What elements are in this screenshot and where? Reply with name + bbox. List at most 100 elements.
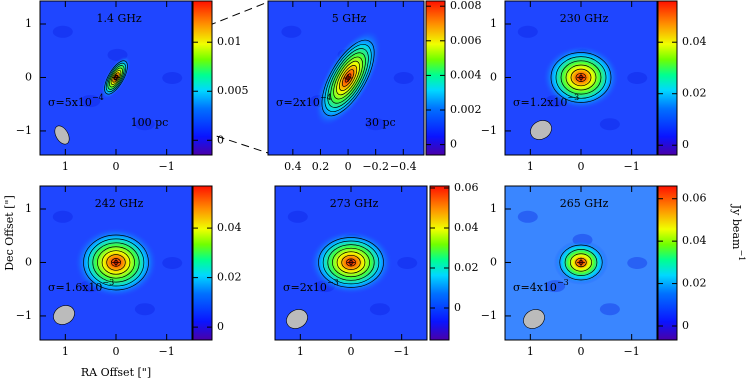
- background-blob: [397, 257, 418, 269]
- sigma-text: σ=1.6x10: [48, 281, 102, 294]
- background-blob: [369, 303, 390, 316]
- contour: [336, 60, 361, 96]
- background-blob: [162, 72, 183, 84]
- contour: [327, 48, 369, 108]
- x-tick-label: 0: [113, 345, 120, 358]
- contour: [336, 251, 366, 274]
- colorbar-tick-label: 0.02: [682, 277, 707, 290]
- contour: [565, 64, 597, 91]
- sigma-text: σ=1.2x10: [513, 96, 567, 109]
- background-blob: [134, 303, 155, 316]
- background-blob: [393, 72, 414, 84]
- x-tick-label: −1: [159, 345, 175, 358]
- x-tick-label: −0.4: [390, 160, 417, 173]
- contour: [101, 250, 131, 275]
- y-tick-label: −1: [16, 309, 32, 322]
- y-tick-label: 0: [25, 70, 32, 83]
- colorbar-tick-label: 0.008: [450, 0, 482, 12]
- background-blob: [52, 210, 73, 223]
- sigma-exponent: −3: [102, 278, 114, 287]
- y-tick-label: 0: [25, 255, 32, 268]
- background-blob: [545, 280, 566, 293]
- contour: [83, 234, 149, 291]
- contour: [318, 237, 384, 288]
- background-blob: [287, 210, 308, 223]
- colorbar: [425, 0, 446, 156]
- colorbar-tick-label: 0.06: [454, 181, 479, 194]
- sigma-label: σ=5x10−4: [48, 93, 104, 109]
- background-blob: [134, 118, 155, 131]
- contour: [87, 238, 145, 287]
- background-blob: [80, 95, 101, 108]
- beam: [54, 125, 70, 145]
- contour: [333, 56, 363, 100]
- panel: 230 GHz σ=1.2x10−3 1 0 −1 −1 0 1 0 0.02 0.04: [481, 0, 707, 173]
- colorbar-label-exponent: −1: [737, 249, 746, 261]
- colorbar-label: Jy beam−1: [730, 204, 746, 261]
- beam: [53, 305, 75, 325]
- x-tick-label: 0: [345, 160, 352, 173]
- x-tick-label: 1: [297, 345, 304, 358]
- x-tick-label: −1: [159, 160, 175, 173]
- contour: [550, 52, 612, 103]
- panel: 273 GHz σ=2x10−3 1 0 −1 0 0.02 0.04 0.06: [274, 181, 479, 358]
- panel-title: 1.4 GHz: [96, 12, 141, 25]
- contour: [110, 69, 122, 85]
- background-blob: [599, 303, 620, 316]
- colorbar: [429, 185, 450, 341]
- contour: [341, 254, 361, 270]
- colorbar: [192, 185, 213, 341]
- x-tick-label: 1: [527, 345, 534, 358]
- colorbar-tick-label: 0: [682, 138, 689, 151]
- background-blob: [281, 25, 302, 38]
- contour: [109, 67, 123, 88]
- sigma-text: σ=2x10: [276, 96, 320, 109]
- contour: [92, 242, 140, 283]
- x-tick-label: −1: [624, 160, 640, 173]
- contour: [339, 65, 358, 91]
- x-tick-label: 0.2: [312, 160, 330, 173]
- y-tick-label: −1: [16, 124, 32, 137]
- contour: [570, 68, 592, 87]
- beam: [286, 309, 308, 329]
- x-tick-label: 1: [62, 345, 69, 358]
- x-tick-label: 1: [62, 160, 69, 173]
- y-tick-label: 0: [490, 70, 497, 83]
- contour: [106, 254, 126, 271]
- sigma-label: σ=1.6x10−3: [48, 278, 114, 294]
- colorbar: [192, 0, 213, 156]
- colorbar-tick-label: 0.02: [454, 261, 479, 274]
- colorbar-tick-label: 0.004: [450, 68, 482, 81]
- contour: [327, 244, 375, 281]
- y-axis-label: Dec Offset ["]: [3, 195, 16, 271]
- background-blob: [365, 118, 386, 131]
- colorbar-tick-label: 0.04: [682, 35, 707, 48]
- x-tick-label: 1: [527, 160, 534, 173]
- beam: [530, 120, 552, 140]
- y-tick-label: 1: [490, 17, 497, 30]
- panel-title: 242 GHz: [95, 197, 144, 210]
- panel: 5 GHz σ=2x10−4 30 pc 0.4 0.2 0 −0.2 −0.4 0 0.002 0…: [267, 0, 482, 173]
- sigma-text: σ=5x10: [48, 96, 92, 109]
- contour: [559, 244, 603, 281]
- x-tick-label: −1: [394, 345, 410, 358]
- y-tick-label: −1: [481, 309, 497, 322]
- background-blob: [162, 257, 183, 269]
- contour: [105, 62, 127, 93]
- y-tick-label: 1: [490, 202, 497, 215]
- scale-bar-label: 100 pc: [131, 116, 169, 129]
- colorbar-tick-label: 0.04: [217, 221, 242, 234]
- contour: [575, 72, 587, 82]
- y-tick-label: −1: [481, 124, 497, 137]
- sigma-exponent: −4: [320, 93, 332, 102]
- y-tick-label: 0: [490, 255, 497, 268]
- x-tick-label: −0.2: [362, 160, 389, 173]
- panel-title: 273 GHz: [330, 197, 379, 210]
- colorbar-tick-label: 0.005: [217, 84, 249, 97]
- sigma-label: σ=2x10−3: [283, 278, 339, 294]
- beam: [523, 309, 545, 329]
- panel: 242 GHz σ=1.6x10−3 1 0 −1 −1 0 1 0 0.02 0.04 RA Off…: [3, 185, 242, 379]
- sigma-exponent: −3: [557, 278, 569, 287]
- background-blob: [517, 210, 538, 223]
